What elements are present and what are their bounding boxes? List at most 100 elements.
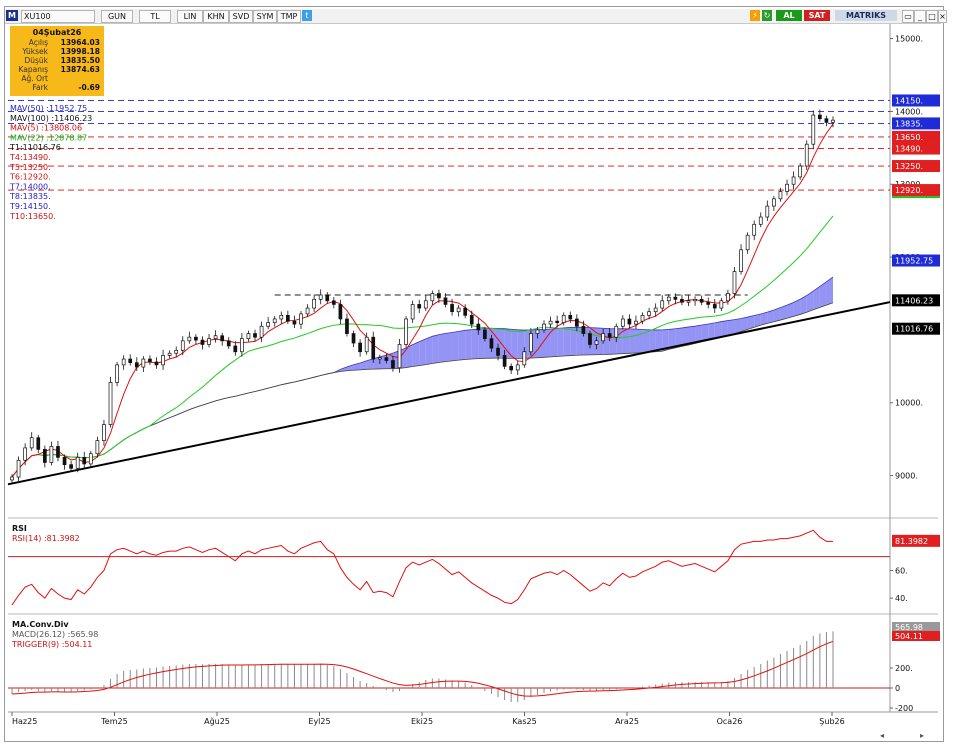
ma-cloud-segment bbox=[642, 329, 650, 353]
candle-body bbox=[266, 322, 271, 327]
maximize-icon[interactable]: □ bbox=[926, 10, 938, 23]
ma-cloud-segment bbox=[445, 332, 453, 362]
candle-body bbox=[660, 300, 665, 309]
candle-body bbox=[693, 298, 697, 302]
candle-body bbox=[325, 294, 330, 302]
info-label: Ağ. Ort bbox=[21, 74, 48, 83]
price-tick-label: 9000. bbox=[895, 472, 918, 481]
ma-cloud-segment bbox=[419, 338, 426, 366]
candle-body bbox=[607, 333, 612, 338]
window-menu-icon[interactable]: ▭ bbox=[902, 10, 914, 23]
rsi-tag bbox=[892, 534, 940, 547]
candle-body bbox=[404, 318, 408, 345]
ma-cloud-segment bbox=[701, 323, 709, 342]
indicator-legend: T4:13490. bbox=[9, 153, 51, 162]
candle-button[interactable]: KHN bbox=[203, 10, 229, 23]
candle-body bbox=[279, 314, 284, 320]
candle-body bbox=[69, 464, 73, 469]
price-tag-label: 12920. bbox=[895, 186, 923, 195]
candle-body bbox=[726, 293, 730, 302]
candle-body bbox=[194, 336, 198, 341]
candle-body bbox=[719, 300, 724, 309]
ma-cloud-segment bbox=[340, 366, 347, 372]
candle-body bbox=[548, 320, 553, 325]
ma-cloud-segment bbox=[517, 329, 525, 359]
ma-cloud-segment bbox=[346, 364, 354, 371]
close-icon[interactable]: × bbox=[938, 10, 947, 23]
period-day-button[interactable]: GUN bbox=[101, 10, 133, 23]
price-tick-label: 10000. bbox=[895, 399, 923, 408]
refresh-icon[interactable]: ↻ bbox=[762, 10, 772, 21]
ma-cloud-segment bbox=[826, 276, 833, 306]
scroll-right-icon: ▸ bbox=[920, 731, 924, 740]
candle-body bbox=[640, 314, 645, 322]
candle-body bbox=[286, 314, 290, 322]
mav50-line bbox=[11, 276, 834, 478]
candle-body bbox=[417, 304, 422, 309]
candle-body bbox=[397, 344, 402, 369]
currency-tl-button[interactable]: TL bbox=[139, 10, 171, 23]
twitter-icon[interactable]: t bbox=[302, 10, 312, 21]
price-tag bbox=[892, 130, 940, 143]
candle-body bbox=[772, 198, 776, 207]
macd-tag bbox=[892, 622, 940, 632]
candle-body bbox=[233, 345, 238, 353]
buy-button[interactable]: AL bbox=[776, 10, 802, 21]
ma-cloud-segment bbox=[708, 322, 715, 341]
candle-body bbox=[824, 118, 829, 123]
candle-body bbox=[509, 365, 514, 371]
candle-body bbox=[180, 340, 185, 351]
ma-cloud-segment bbox=[681, 326, 689, 347]
rsi-line bbox=[11, 529, 833, 606]
symbol-button[interactable]: SYM bbox=[253, 10, 277, 23]
candle-body bbox=[437, 293, 441, 299]
candle-body bbox=[95, 440, 100, 455]
scale-linear-button[interactable]: LIN bbox=[177, 10, 203, 23]
ma-cloud-segment bbox=[721, 320, 728, 338]
price-tag bbox=[892, 184, 940, 197]
lightning-icon[interactable]: ⚡ bbox=[750, 10, 760, 21]
sell-button[interactable]: SAT bbox=[804, 10, 830, 21]
time-tick-label: Haz25 bbox=[12, 717, 37, 726]
price-tag-label: 13490. bbox=[895, 145, 923, 154]
candle-body bbox=[614, 325, 619, 338]
ma-cloud-segment bbox=[773, 307, 781, 322]
ma-cloud-segment bbox=[741, 317, 748, 332]
candle-body bbox=[712, 304, 717, 309]
symbol-field[interactable]: XU100 bbox=[21, 10, 95, 23]
candle-body bbox=[522, 351, 527, 366]
minimize-icon[interactable]: _ bbox=[914, 10, 926, 23]
candle-body bbox=[831, 119, 835, 123]
candle-body bbox=[305, 307, 310, 315]
macd-tick-label: 200. bbox=[895, 664, 913, 673]
ma-cloud-segment bbox=[787, 302, 794, 319]
candle-body bbox=[673, 296, 678, 300]
trendline-t1 bbox=[7, 301, 891, 486]
ma-cloud-segment bbox=[353, 363, 361, 371]
logo-icon: M bbox=[6, 10, 18, 21]
save-button[interactable]: SVD bbox=[229, 10, 253, 23]
candle-body bbox=[410, 304, 415, 320]
ma-cloud-segment bbox=[754, 314, 761, 328]
ma-cloud-segment bbox=[360, 360, 367, 370]
candle-body bbox=[174, 349, 179, 354]
ma-cloud-segment bbox=[544, 329, 551, 358]
candle-body bbox=[161, 355, 165, 366]
ma-cloud-segment bbox=[760, 312, 768, 326]
candle-body bbox=[627, 318, 632, 325]
candle-body bbox=[601, 333, 605, 342]
candle-body bbox=[371, 336, 376, 360]
rsi-title: RSI bbox=[12, 524, 27, 533]
price-tick-label: 15000. bbox=[895, 35, 923, 44]
time-tick-label: Oca26 bbox=[717, 717, 743, 726]
candle-body bbox=[102, 424, 106, 441]
ma-cloud-segment bbox=[471, 328, 479, 359]
macd-trigger-line bbox=[11, 640, 834, 697]
template-button[interactable]: TMP bbox=[277, 10, 301, 23]
candle-body bbox=[49, 446, 54, 463]
info-value: 13998.18 bbox=[61, 47, 100, 56]
candle-body bbox=[292, 320, 297, 325]
ma-cloud-segment bbox=[373, 356, 380, 370]
rsi-tag-label: 81.3982 bbox=[895, 537, 928, 546]
